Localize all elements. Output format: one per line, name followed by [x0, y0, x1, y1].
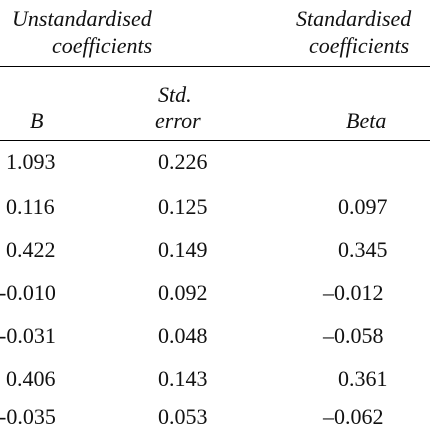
- unstandardised-header-line1: Unstandardised: [12, 6, 152, 31]
- b-column-header: B: [30, 108, 44, 133]
- b-value: 1.093: [6, 149, 56, 174]
- standardised-header-line2: coefficients: [309, 33, 410, 58]
- b-value: 0.406: [6, 366, 56, 391]
- std-error-value: 0.048: [158, 323, 208, 348]
- std-error-value: 0.226: [158, 149, 208, 174]
- beta-value: 0.097: [338, 194, 388, 219]
- std-error-header-line2: error: [155, 108, 201, 133]
- std-error-value: 0.092: [158, 280, 208, 305]
- beta-value: –0.062: [323, 404, 384, 429]
- beta-value: –0.058: [323, 323, 384, 348]
- header-rule-bottom: [0, 140, 430, 141]
- beta-value: –0.012: [323, 280, 384, 305]
- b-value: -0.035: [0, 404, 56, 429]
- b-value: -0.031: [0, 323, 56, 348]
- unstandardised-header-line2: coefficients: [52, 33, 153, 58]
- standardised-header-line1: Standardised: [296, 6, 412, 31]
- beta-column-header: Beta: [346, 108, 387, 133]
- beta-value: 0.345: [338, 237, 388, 262]
- header-rule-top: [0, 66, 430, 67]
- std-error-value: 0.149: [158, 237, 208, 262]
- std-error-value: 0.143: [158, 366, 208, 391]
- b-value: -0.010: [0, 280, 56, 305]
- std-error-value: 0.125: [158, 194, 208, 219]
- beta-value: 0.361: [338, 366, 388, 391]
- std-error-value: 0.053: [158, 404, 208, 429]
- b-value: 0.422: [6, 237, 56, 262]
- std-error-header-line1: Std.: [158, 82, 192, 107]
- b-value: 0.116: [6, 194, 55, 219]
